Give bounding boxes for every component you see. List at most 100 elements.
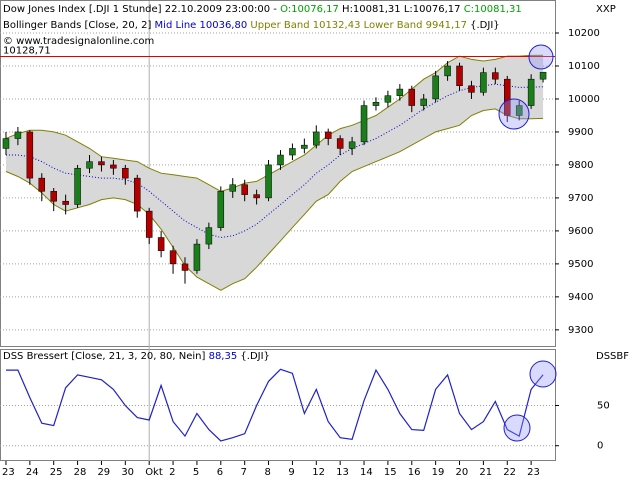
candle-body bbox=[504, 78, 511, 116]
candle-body bbox=[289, 148, 296, 156]
annotation-circle bbox=[498, 98, 530, 130]
candle-body bbox=[468, 85, 475, 93]
mid-line bbox=[6, 83, 544, 239]
candle-body bbox=[492, 72, 499, 80]
quote-value: C:10081,31 bbox=[464, 4, 522, 15]
oscillator-line bbox=[6, 368, 544, 442]
candle-body bbox=[396, 88, 404, 96]
quote-value: O:10076,17 bbox=[280, 4, 339, 15]
y-tick-label: 9300 bbox=[568, 325, 593, 336]
annotation-circle bbox=[503, 414, 531, 442]
candle-body bbox=[2, 138, 10, 149]
lower-band bbox=[5, 108, 544, 291]
source: © www.tradesignalonline.com bbox=[3, 36, 154, 47]
candle-body bbox=[50, 191, 57, 202]
x-tick-label: 7 bbox=[241, 467, 247, 478]
candle-body bbox=[360, 105, 368, 143]
candle-body bbox=[98, 161, 105, 166]
x-tick-label: 2 bbox=[169, 467, 175, 478]
y-tick-label: 10000 bbox=[568, 94, 600, 105]
oscillator-title: DSS Bressert [Close, 21, 3, 20, 80, Nein… bbox=[3, 351, 205, 362]
candle-body bbox=[444, 65, 451, 77]
y-tick-label: 9800 bbox=[568, 160, 593, 171]
indicator: Bollinger Bands [Close, 20, 2] bbox=[3, 20, 151, 31]
quote: O:10076,17 H:10081,31 L:10076,17 C:10081… bbox=[277, 4, 522, 15]
candle-body bbox=[62, 200, 69, 205]
candle-body bbox=[110, 164, 117, 169]
candle-body bbox=[122, 167, 129, 179]
candle-body bbox=[145, 210, 153, 238]
band-fill bbox=[5, 55, 544, 291]
candle-body bbox=[384, 95, 392, 103]
candle-body bbox=[408, 88, 416, 106]
candle-body bbox=[539, 71, 547, 80]
candle-body bbox=[26, 131, 34, 179]
annotation-circle bbox=[529, 360, 557, 388]
upper-band bbox=[5, 54, 544, 192]
symbol: {.DJI} bbox=[470, 20, 500, 31]
quote-value: L:10076,17 bbox=[404, 4, 461, 15]
band-label: Upper Band 10132,43 Lower Band 9941,17 bbox=[250, 20, 467, 31]
x-tick-label: 25 bbox=[50, 467, 63, 478]
candle-body bbox=[205, 227, 213, 245]
y-tick-label: 9600 bbox=[568, 226, 593, 237]
candle-body bbox=[74, 167, 81, 205]
candle-body bbox=[134, 177, 141, 212]
x-tick-label: 21 bbox=[479, 467, 492, 478]
x-tick-label: 24 bbox=[26, 467, 39, 478]
y-tick-label: 50 bbox=[597, 401, 610, 412]
candle-body bbox=[348, 141, 356, 149]
x-tick-label: 9 bbox=[288, 467, 294, 478]
oscillator-last: 88,35 bbox=[209, 351, 238, 362]
x-tick-label: 23 bbox=[527, 467, 540, 478]
candle-body bbox=[86, 161, 93, 169]
candle-body bbox=[181, 263, 189, 271]
candle-body bbox=[241, 184, 248, 195]
x-tick-label: 28 bbox=[74, 467, 87, 478]
x-tick-label: 29 bbox=[97, 467, 110, 478]
y-tick-label: 9500 bbox=[568, 259, 593, 270]
y-tick-label: 0 bbox=[597, 441, 603, 452]
candle-body bbox=[38, 177, 46, 192]
annotations bbox=[498, 44, 557, 442]
candle-body bbox=[277, 154, 284, 166]
candle-body bbox=[217, 191, 225, 228]
y-tick-label: 10100 bbox=[568, 61, 600, 72]
x-tick-label: 16 bbox=[408, 467, 421, 478]
x-tick-label: 13 bbox=[336, 467, 349, 478]
x-tick-label: 22 bbox=[503, 467, 516, 478]
quote-value: H:10081,31 bbox=[342, 4, 401, 15]
candle-body bbox=[515, 105, 523, 116]
mid-label: Mid Line 10036,80 bbox=[155, 20, 248, 31]
x-tick-label: 23 bbox=[2, 467, 15, 478]
y-tick-label: 9900 bbox=[568, 127, 593, 138]
x-tick-label: 5 bbox=[193, 467, 199, 478]
candle-body bbox=[432, 75, 439, 100]
x-tick-label: 14 bbox=[360, 467, 373, 478]
annotation-circle bbox=[528, 44, 554, 70]
price-panel bbox=[0, 0, 556, 347]
candle-body bbox=[372, 102, 380, 106]
x-tick-label: 30 bbox=[121, 467, 134, 478]
x-tick-label: 15 bbox=[384, 467, 397, 478]
y-tick-label: 10200 bbox=[568, 28, 600, 39]
header-line-2: Bollinger Bands [Close, 20, 2] Mid Line … bbox=[3, 20, 500, 31]
x-tick-label: 19 bbox=[432, 467, 445, 478]
candle-body bbox=[265, 164, 272, 199]
x-tick-label: Okt bbox=[145, 467, 163, 478]
x-tick-label: 12 bbox=[312, 467, 325, 478]
candle-body bbox=[313, 131, 320, 146]
x-tick-label: 8 bbox=[265, 467, 271, 478]
candle-body bbox=[336, 138, 344, 149]
candle-body bbox=[420, 98, 427, 106]
candle-body bbox=[324, 131, 332, 139]
chart-title: Dow Jones Index [.DJI 1 Stunde] 22.10.20… bbox=[3, 4, 277, 15]
reference-label: 10128,71 bbox=[3, 46, 51, 57]
candle-body bbox=[157, 237, 165, 251]
oscillator-header: DSS Bressert [Close, 21, 3, 20, 80, Nein… bbox=[3, 351, 270, 362]
axis-label: XXP bbox=[596, 4, 616, 15]
y-tick-label: 9700 bbox=[568, 193, 593, 204]
x-tick-label: 6 bbox=[217, 467, 223, 478]
candle-body bbox=[169, 250, 177, 265]
